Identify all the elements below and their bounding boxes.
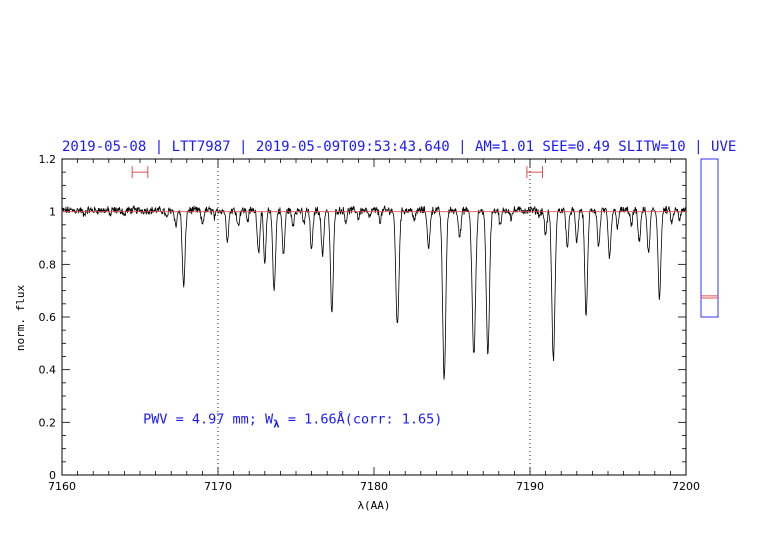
y-axis-label: norm. flux: [14, 285, 27, 352]
chart-title: 2019-05-08 | LTT7987 | 2019-05-09T09:53:…: [62, 139, 736, 155]
y-tick-label: 0.6: [39, 311, 57, 324]
pwv-annotation: PWV = 4.97 mm; Wλ = 1.66Å(corr: 1.65): [143, 411, 442, 431]
x-tick-label: 7190: [516, 480, 544, 493]
x-axis-label: λ(AA): [357, 499, 390, 512]
y-tick-label: 0.8: [39, 258, 57, 271]
side-panel: [700, 158, 719, 318]
pwv-text: PWV = 4.97 mm; W: [143, 412, 274, 428]
x-tick-label: 7180: [360, 480, 388, 493]
x-tick-label: 7160: [48, 480, 76, 493]
y-tick-label: 1.2: [39, 153, 57, 166]
side-panel-frame: [700, 158, 719, 318]
plot-area: 7160 7170 7180 7190 7200 0 0.2 0.4 0.6 0.8 1 1.2: [39, 153, 701, 493]
y-tick-label: 1: [49, 206, 56, 219]
y-tick-label: 0.4: [39, 364, 57, 377]
y-tick-label: 0: [49, 469, 56, 482]
ew-text: = 1.66Å(corr: 1.65): [280, 411, 443, 428]
y-tick-label: 0.2: [39, 416, 57, 429]
x-tick-label: 7170: [204, 480, 232, 493]
lambda-subscript: λ: [273, 418, 280, 431]
x-tick-label: 7200: [672, 480, 700, 493]
spectrum-line: [61, 204, 687, 380]
